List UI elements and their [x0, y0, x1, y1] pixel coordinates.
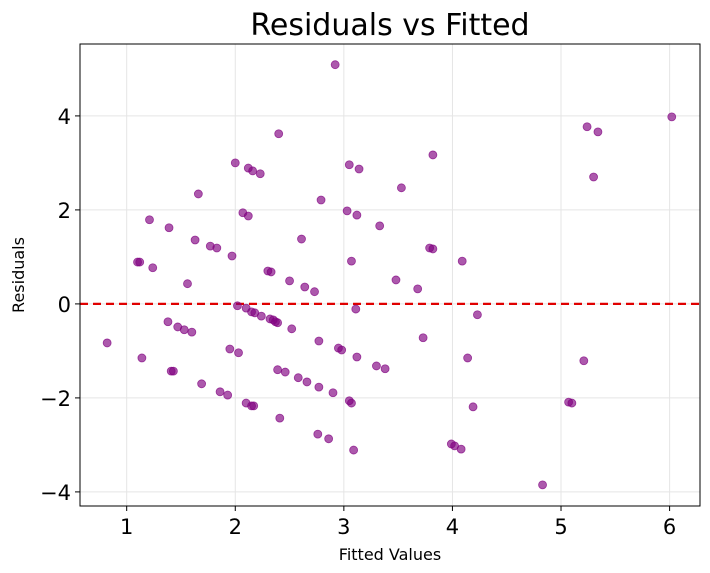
data-point	[137, 353, 147, 363]
data-point	[337, 345, 347, 355]
x-tick-label: 3	[337, 515, 350, 539]
data-point	[473, 310, 482, 320]
data-point	[273, 365, 283, 375]
data-point	[293, 373, 303, 383]
data-point	[193, 189, 203, 199]
x-tick-label: 1	[120, 515, 133, 539]
y-tick-label: 4	[58, 105, 71, 129]
y-tick-label: 0	[58, 293, 71, 317]
data-point	[347, 398, 356, 408]
data-point	[197, 379, 207, 389]
data-point	[463, 353, 473, 363]
data-point	[380, 364, 390, 374]
data-point	[330, 60, 340, 70]
data-point	[456, 444, 466, 454]
y-tick-label: −4	[40, 481, 71, 505]
data-point	[163, 317, 173, 327]
data-point	[428, 244, 438, 254]
data-point	[579, 356, 589, 366]
data-point	[223, 390, 233, 400]
data-point	[372, 361, 381, 371]
x-axis-label: Fitted Values	[339, 545, 441, 564]
data-point	[354, 164, 364, 174]
data-point	[187, 327, 197, 337]
data-point	[428, 150, 438, 160]
data-point	[538, 480, 547, 490]
data-point	[285, 276, 294, 286]
data-point	[233, 301, 242, 311]
data-point	[145, 215, 154, 225]
data-point	[582, 122, 592, 132]
data-point	[457, 256, 467, 266]
x-tick-label: 4	[446, 515, 459, 539]
data-point	[324, 434, 334, 444]
data-point	[328, 388, 338, 398]
data-point	[168, 366, 178, 376]
data-point	[249, 401, 259, 411]
data-point	[567, 398, 577, 408]
data-point	[413, 284, 423, 294]
data-point	[391, 275, 401, 285]
plot-frame	[79, 43, 701, 507]
data-point	[375, 221, 385, 231]
data-point	[234, 348, 243, 358]
data-point	[230, 158, 240, 168]
chart-title: Residuals vs Fitted	[250, 8, 529, 43]
data-point	[468, 402, 478, 412]
points	[102, 60, 677, 490]
data-point	[135, 257, 145, 267]
data-point	[314, 336, 324, 346]
data-point	[349, 445, 359, 455]
data-point	[287, 324, 297, 334]
x-tick-label: 2	[229, 515, 242, 539]
x-tick-label: 5	[554, 515, 567, 539]
data-point	[227, 251, 237, 261]
data-point	[589, 172, 598, 182]
data-point	[342, 206, 352, 216]
data-point	[593, 127, 603, 137]
data-point	[310, 287, 319, 297]
data-point	[212, 243, 222, 253]
data-point	[248, 166, 258, 176]
data-point	[344, 160, 354, 170]
data-point	[347, 256, 356, 266]
data-point	[275, 413, 285, 423]
y-axis-label: Residuals	[9, 237, 28, 313]
data-point	[280, 367, 290, 377]
data-point	[102, 338, 112, 348]
data-point	[316, 195, 326, 205]
data-point	[352, 352, 362, 362]
data-point	[256, 311, 266, 321]
data-point	[351, 304, 361, 314]
x-tick-label: 6	[663, 515, 676, 539]
data-point	[266, 267, 276, 277]
data-point	[300, 282, 310, 292]
data-point	[164, 223, 174, 233]
data-point	[297, 234, 306, 244]
data-point	[418, 333, 428, 343]
data-point	[352, 210, 362, 220]
data-point	[225, 344, 235, 354]
y-tick-label: 2	[58, 199, 71, 223]
data-point	[667, 112, 677, 122]
data-point	[215, 387, 225, 397]
data-point	[273, 318, 283, 328]
grid	[80, 44, 700, 506]
y-tick-label: −2	[40, 387, 71, 411]
data-point	[397, 183, 406, 193]
data-point	[274, 129, 284, 139]
data-point	[183, 279, 192, 289]
data-point	[190, 235, 200, 245]
data-point	[302, 377, 312, 387]
data-point	[179, 325, 189, 335]
data-point	[255, 169, 265, 179]
data-point	[148, 263, 158, 273]
ticks: 1 2 3 4 5 6 −4 −2 0 2 4	[40, 105, 676, 539]
data-point	[243, 211, 253, 221]
data-point	[313, 429, 323, 439]
data-point	[314, 382, 324, 392]
